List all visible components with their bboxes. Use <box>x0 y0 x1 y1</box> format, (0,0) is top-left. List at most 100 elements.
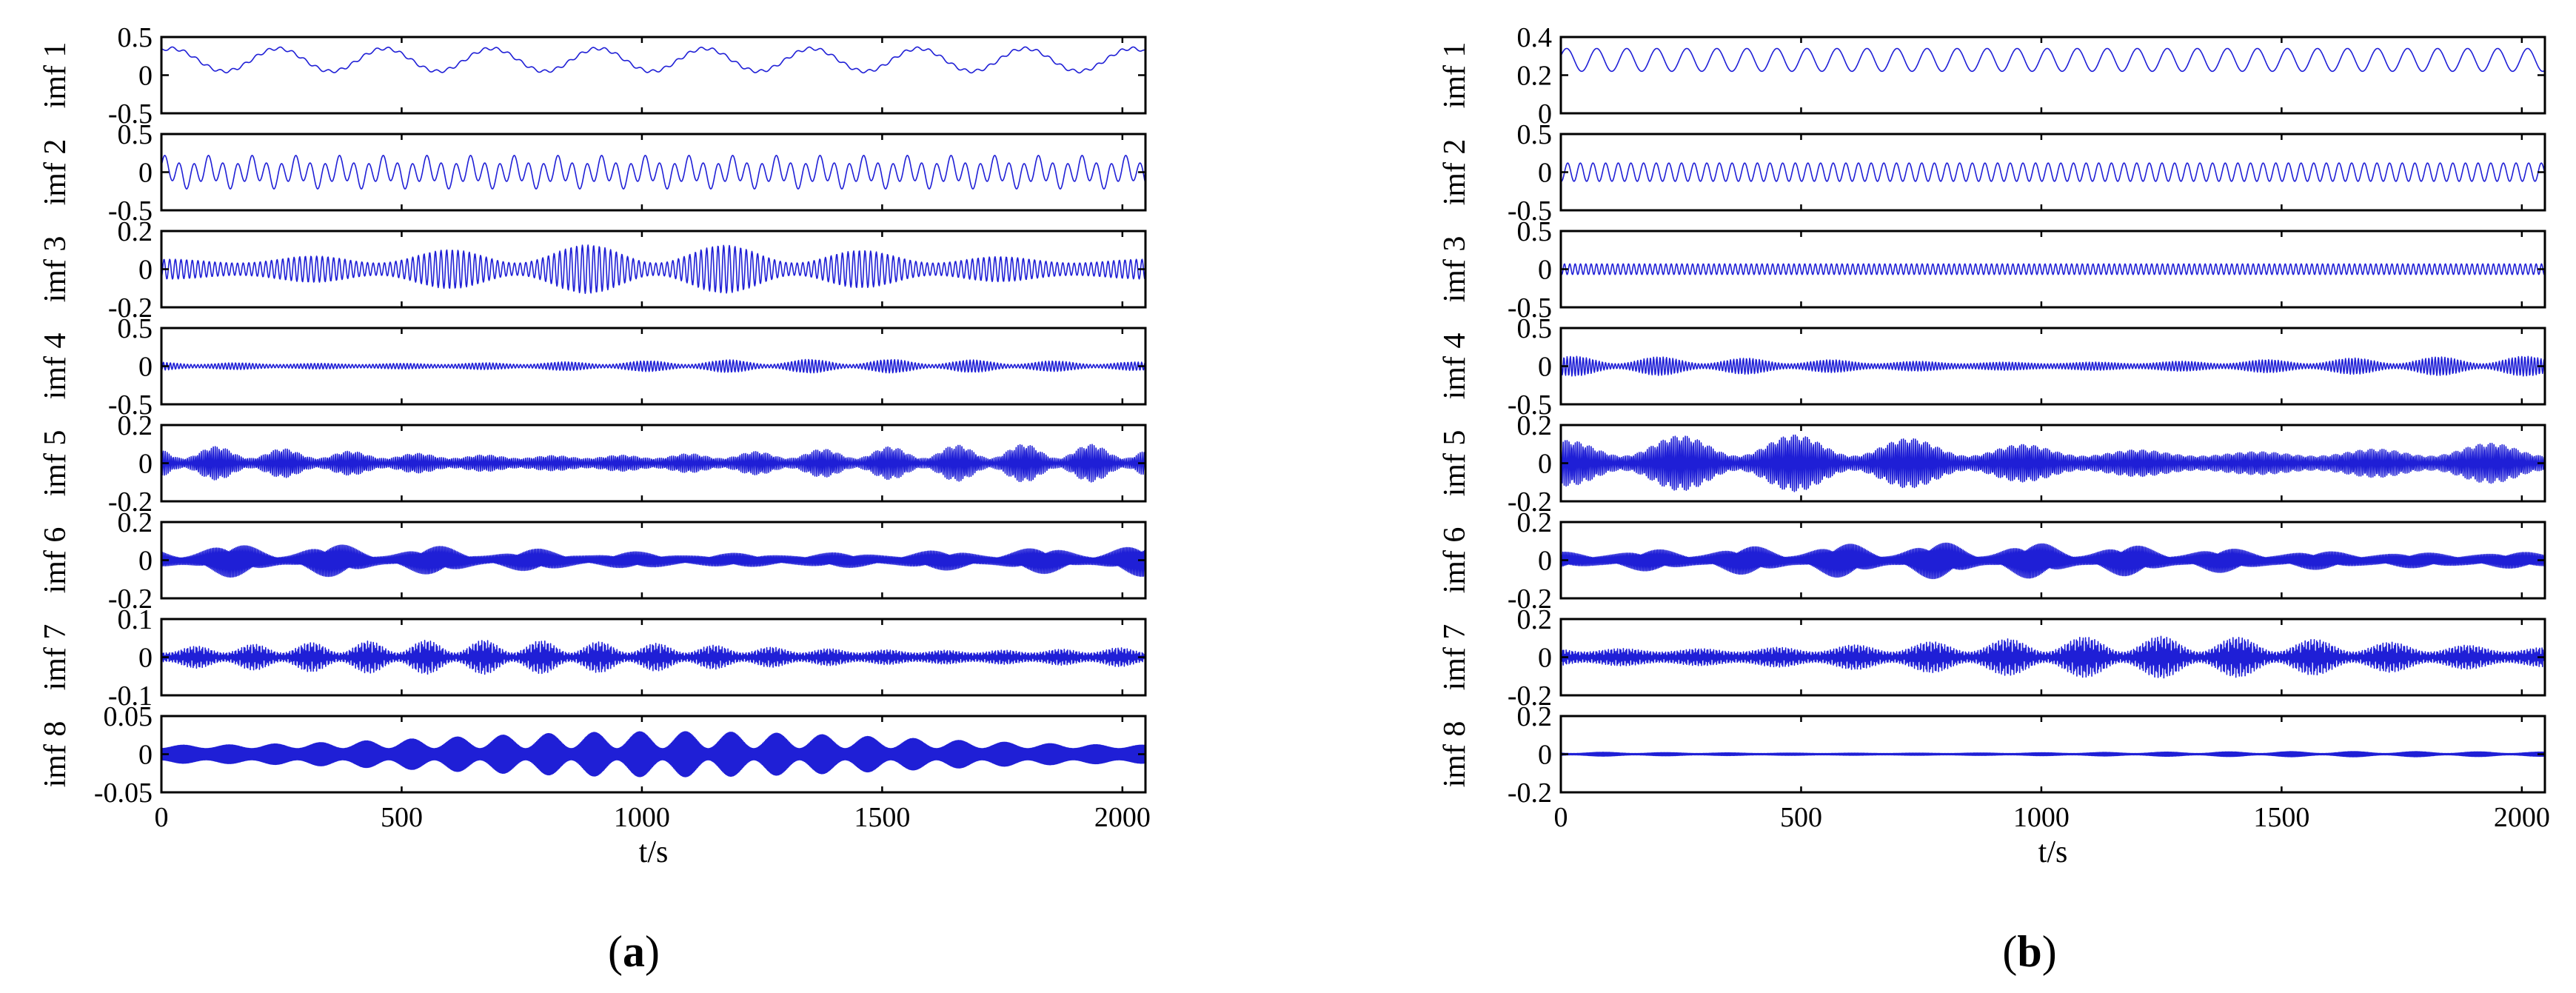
signal-line <box>1560 542 2546 580</box>
y-tick-label: 0.5 <box>118 313 153 344</box>
signal-line <box>161 46 1146 74</box>
signal-line <box>1560 162 2546 182</box>
subplot-2: 0.5 0 -0.5 imf 2 <box>39 119 1147 227</box>
y-tick-label: 0.5 <box>118 22 153 53</box>
y-axis-label: imf 7 <box>39 624 73 691</box>
y-axis-label: imf 1 <box>39 42 73 109</box>
y-axis-label: imf 1 <box>1438 42 1472 109</box>
axes-frame <box>160 230 1147 309</box>
y-tick-label: -0.1 <box>108 681 153 712</box>
x-tick-label: 1500 <box>2253 802 2309 833</box>
y-tick-label: -0.2 <box>1508 487 1552 518</box>
panel-letter: a <box>623 927 645 976</box>
subplot-3: 0.5 0 -0.5 imf 3 <box>1438 216 2546 324</box>
y-axis-label: imf 2 <box>39 139 73 206</box>
y-tick-label: 0.5 <box>1517 313 1553 344</box>
axes-frame <box>1559 230 2546 309</box>
y-axis-label: imf 7 <box>1438 624 1472 691</box>
y-tick-label: 0.5 <box>1517 216 1553 247</box>
y-tick-label: 0 <box>1538 546 1552 577</box>
y-axis-label: imf 2 <box>1438 139 1472 206</box>
x-tick-label: 2000 <box>1094 802 1151 833</box>
y-tick-label: 0.1 <box>118 604 153 635</box>
y-tick-label: 0 <box>138 352 153 383</box>
signal-line <box>161 544 1146 578</box>
subplot-6: 0.2 0 -0.2 imf 6 <box>1438 507 2546 615</box>
y-tick-label: -0.5 <box>1508 292 1552 324</box>
axes-frame <box>160 36 1147 115</box>
signal-line <box>1560 751 2546 758</box>
subplot-4: 0.5 0 -0.5 imf 4 <box>39 313 1147 421</box>
panel-tag: (a) <box>608 927 660 976</box>
signal-line <box>161 358 1146 374</box>
signal-line <box>161 244 1146 295</box>
subplot-8: 0.2 0 -0.2 imf 8 <box>1438 701 2546 809</box>
y-tick-label: 0 <box>138 61 153 92</box>
subplot-7: 0.2 0 -0.2 imf 7 <box>1438 604 2546 712</box>
x-tick-label: 0 <box>1554 802 1568 833</box>
x-tick-label: 500 <box>1780 802 1822 833</box>
subplot-6: 0.2 0 -0.2 imf 6 <box>39 507 1147 615</box>
y-tick-label: -0.5 <box>108 98 153 130</box>
y-tick-label: 0 <box>1538 352 1552 383</box>
y-tick-label: 0 <box>138 546 153 577</box>
y-tick-label: 0 <box>138 740 153 771</box>
y-tick-label: -0.5 <box>1508 195 1552 227</box>
y-tick-label: -0.2 <box>1508 681 1552 712</box>
subplot-4: 0.5 0 -0.5 imf 4 <box>1438 313 2546 421</box>
subplot-1: 0.5 0 -0.5 imf 1 <box>39 22 1147 130</box>
x-tick-label: 500 <box>381 802 423 833</box>
y-tick-label: -0.05 <box>94 778 153 809</box>
y-tick-label: 0.05 <box>104 701 153 732</box>
x-tick-label: 0 <box>155 802 169 833</box>
signal-line <box>161 155 1146 190</box>
signal-line <box>1560 635 2546 679</box>
y-axis-label: imf 8 <box>39 721 73 788</box>
y-tick-label: 0.2 <box>1517 507 1553 538</box>
y-axis-label: imf 4 <box>1438 333 1472 400</box>
x-tick-label: 1000 <box>614 802 670 833</box>
signal-line <box>1560 434 2546 492</box>
x-axis-label: t/s <box>2038 835 2068 869</box>
y-tick-label: 0.2 <box>118 216 153 247</box>
x-axis-label: t/s <box>639 835 669 869</box>
y-tick-label: 0 <box>1538 449 1552 480</box>
y-axis-label: imf 6 <box>39 527 73 594</box>
y-tick-label: 0 <box>1538 255 1552 286</box>
y-tick-label: -0.5 <box>108 389 153 421</box>
y-tick-label: -0.2 <box>108 487 153 518</box>
panel-letter: b <box>2017 927 2041 976</box>
subplot-2: 0.5 0 -0.5 imf 2 <box>1438 119 2546 227</box>
signal-line <box>1560 355 2546 377</box>
panel-tag: (b) <box>2002 927 2056 976</box>
subplot-7: 0.1 0 -0.1 imf 7 <box>39 604 1147 712</box>
y-tick-label: 0.4 <box>1517 22 1553 53</box>
axes-frame <box>1559 36 2546 115</box>
y-tick-label: 0.2 <box>1517 604 1553 635</box>
subplot-3: 0.2 0 -0.2 imf 3 <box>39 216 1147 324</box>
y-tick-label: -0.2 <box>1508 778 1552 809</box>
y-tick-label: 0.2 <box>1517 701 1553 732</box>
x-tick-label: 1500 <box>854 802 910 833</box>
y-axis-label: imf 6 <box>1438 527 1472 594</box>
y-tick-label: 0.5 <box>118 119 153 150</box>
x-tick-label: 1000 <box>2013 802 2070 833</box>
y-tick-label: -0.2 <box>108 584 153 615</box>
y-tick-label: 0.2 <box>1517 410 1553 441</box>
subplot-5: 0.2 0 -0.2 imf 5 <box>1438 410 2546 518</box>
y-tick-label: -0.5 <box>108 195 153 227</box>
signal-line <box>161 444 1146 483</box>
subplot-5: 0.2 0 -0.2 imf 5 <box>39 410 1147 518</box>
subplot-1: 0.4 0.2 0 imf 1 <box>1438 22 2546 130</box>
y-tick-label: -0.2 <box>1508 584 1552 615</box>
subplot-8: 0.05 0 -0.05 imf 8 <box>39 701 1147 809</box>
signal-line <box>161 731 1146 778</box>
y-tick-label: 0 <box>138 158 153 189</box>
y-tick-label: 0.2 <box>1517 61 1553 92</box>
y-tick-label: 0 <box>138 449 153 480</box>
y-axis-label: imf 8 <box>1438 721 1472 788</box>
y-tick-label: 0.2 <box>118 410 153 441</box>
